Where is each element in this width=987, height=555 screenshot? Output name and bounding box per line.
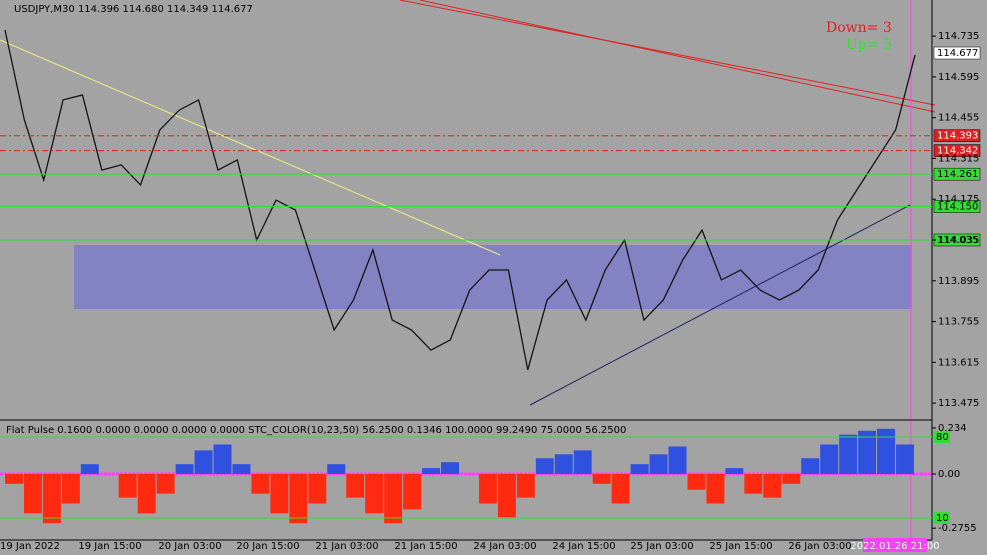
annotation: Up= 5 bbox=[846, 37, 892, 53]
histogram-bar bbox=[573, 450, 592, 475]
histogram-bar bbox=[156, 474, 175, 494]
level-box bbox=[933, 144, 981, 157]
histogram-bar bbox=[744, 474, 763, 494]
histogram-bar bbox=[422, 468, 441, 475]
histogram-bar bbox=[346, 474, 365, 498]
level-label: 10 bbox=[936, 513, 949, 524]
level-label: 114.150 bbox=[937, 202, 978, 213]
histogram-bar bbox=[611, 474, 630, 504]
time-box bbox=[863, 538, 927, 552]
level-label: 80 bbox=[936, 432, 949, 443]
y-tick-label: -0.2755 bbox=[938, 523, 977, 534]
level-box bbox=[933, 129, 981, 142]
y-tick-label: 113.895 bbox=[938, 276, 979, 287]
histogram-bar bbox=[441, 462, 459, 475]
y-tick-label: 114.455 bbox=[938, 113, 979, 124]
histogram-bar bbox=[516, 474, 535, 498]
histogram-bar bbox=[877, 428, 896, 475]
y-tick-label: 113.755 bbox=[938, 317, 979, 328]
histogram-bar bbox=[384, 474, 403, 524]
histogram-bar bbox=[592, 474, 611, 484]
histogram-bar bbox=[554, 454, 573, 475]
histogram-bar bbox=[630, 464, 649, 475]
histogram-bar bbox=[403, 474, 422, 510]
x-tick-label: 25 Jan 15:00 bbox=[709, 541, 772, 552]
histogram-bar bbox=[687, 474, 706, 490]
y-tick-label: 113.475 bbox=[938, 398, 979, 409]
histogram-bar bbox=[535, 458, 554, 475]
x-tick-label: 20 Jan 15:00 bbox=[236, 541, 299, 552]
histogram-bar bbox=[649, 454, 668, 475]
x-tick-label: 21 Jan 03:00 bbox=[315, 541, 378, 552]
histogram-bar bbox=[706, 474, 725, 504]
level-box bbox=[933, 200, 981, 213]
x-tick-label: 19 Jan 15:00 bbox=[78, 541, 141, 552]
y-tick-label: 114.035 bbox=[938, 235, 979, 246]
watermark-band bbox=[74, 245, 912, 309]
histogram-bar bbox=[42, 474, 61, 524]
histogram-bar bbox=[251, 474, 270, 494]
level-label: 114.035 bbox=[937, 235, 978, 246]
histogram-bar bbox=[782, 474, 801, 484]
histogram-bar bbox=[763, 474, 782, 498]
level-label: 114.677 bbox=[937, 48, 978, 59]
y-tick-label: 0.00 bbox=[938, 469, 960, 480]
histogram-bar bbox=[61, 474, 80, 504]
histogram-bar bbox=[213, 444, 232, 475]
histogram-bar bbox=[497, 474, 516, 518]
trendline bbox=[0, 39, 501, 256]
histogram-bar bbox=[137, 474, 156, 514]
price-line bbox=[4, 29, 916, 371]
level-label: 114.393 bbox=[937, 131, 978, 142]
histogram-bar bbox=[820, 444, 839, 475]
level-label: 114.261 bbox=[937, 169, 978, 180]
x-tick-label: 24 Jan 03:00 bbox=[473, 541, 536, 552]
level-label: 114.342 bbox=[937, 146, 978, 157]
y-tick-label: 114.595 bbox=[938, 72, 979, 83]
x-tick-label: 21 Jan 15:00 bbox=[394, 541, 457, 552]
level-box bbox=[934, 431, 950, 443]
histogram-bar bbox=[175, 464, 194, 475]
histogram-bar bbox=[365, 474, 384, 514]
x-tick-label: 24 Jan 15:00 bbox=[552, 541, 615, 552]
histogram-bar bbox=[232, 464, 251, 475]
trendline bbox=[419, 0, 936, 113]
histogram-bar bbox=[118, 474, 137, 498]
y-tick-label: 114.315 bbox=[938, 153, 979, 164]
x-tick-label: 20 Jan 03:00 bbox=[158, 541, 221, 552]
level-box bbox=[933, 167, 981, 181]
level-box bbox=[933, 46, 981, 60]
x-tick-label: 25 Jan 03:00 bbox=[630, 541, 693, 552]
histogram-bar bbox=[327, 464, 346, 475]
y-tick-label: 114.175 bbox=[938, 194, 979, 205]
indicator-title: Flat Pulse 0.1600 0.0000 0.0000 0.0000 0… bbox=[6, 425, 626, 436]
y-tick-label: 114.735 bbox=[938, 31, 979, 42]
histogram-bar bbox=[725, 468, 744, 475]
x-tick-label: 2022.01.26 21:00 bbox=[850, 541, 939, 552]
histogram-bar bbox=[23, 474, 42, 514]
y-tick-label: 113.615 bbox=[938, 357, 979, 368]
histogram-bar bbox=[194, 450, 213, 475]
histogram-bar bbox=[270, 474, 289, 514]
y-tick-label: 0.234 bbox=[938, 423, 967, 434]
histogram-bar bbox=[308, 474, 327, 504]
histogram-bar bbox=[896, 444, 914, 475]
level-box bbox=[934, 512, 950, 524]
annotation: Down= 3 bbox=[826, 20, 892, 36]
histogram-bar bbox=[289, 474, 308, 524]
histogram-bar bbox=[478, 474, 497, 504]
trendline bbox=[399, 0, 936, 106]
histogram-bar bbox=[80, 464, 99, 475]
histogram-bar bbox=[668, 446, 687, 475]
chart-title: USDJPY,M30 114.396 114.680 114.349 114.6… bbox=[14, 4, 253, 15]
x-tick-label: 19 Jan 2022 bbox=[0, 541, 60, 552]
histogram-bar bbox=[858, 430, 877, 475]
histogram-bar bbox=[5, 474, 23, 484]
histogram-bar bbox=[839, 434, 858, 475]
histogram-bar bbox=[801, 458, 820, 475]
trendline bbox=[529, 204, 911, 406]
x-tick-label: 26 Jan 03:00 bbox=[788, 541, 851, 552]
